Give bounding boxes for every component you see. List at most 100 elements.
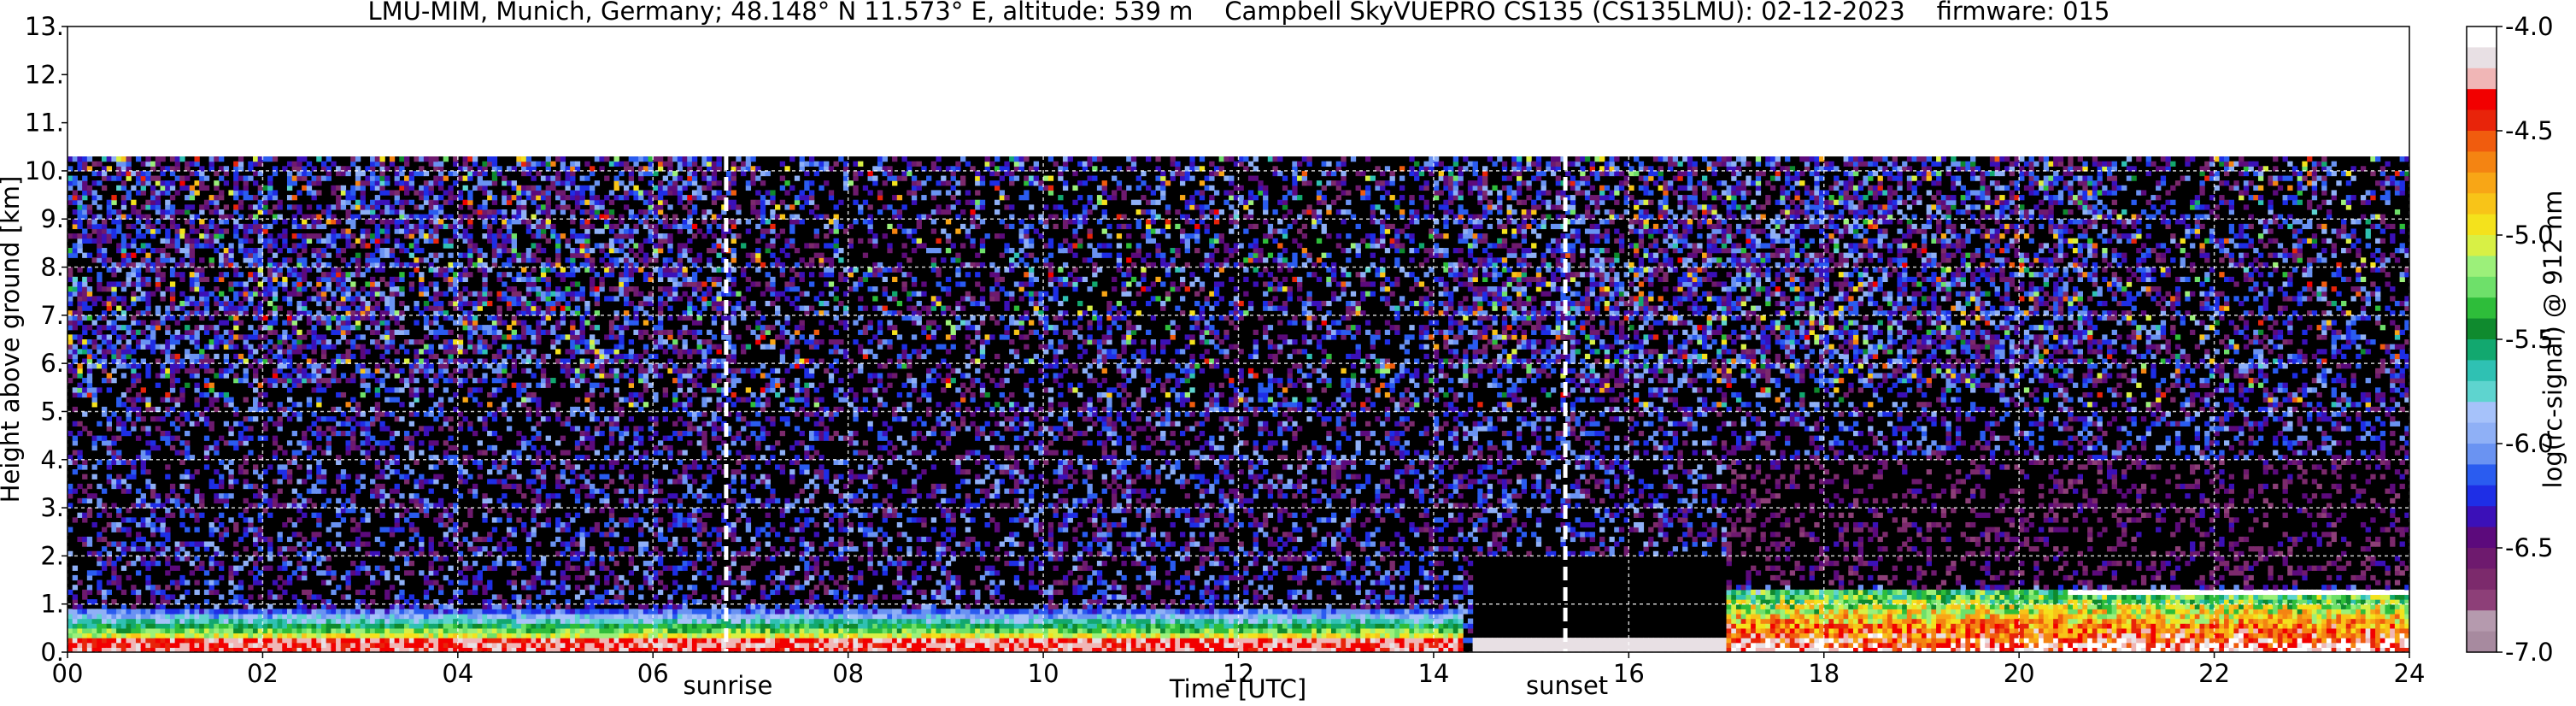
- heatmap-cell: [111, 609, 117, 615]
- heatmap-cell: [379, 262, 385, 268]
- heatmap-cell: [531, 281, 537, 287]
- heatmap-cell: [457, 642, 464, 648]
- heatmap-cell: [336, 305, 342, 311]
- heatmap-cell: [326, 300, 332, 307]
- heatmap-cell: [286, 623, 293, 629]
- heatmap-cell: [165, 397, 171, 403]
- heatmap-cell: [331, 276, 337, 283]
- heatmap-cell: [516, 199, 522, 205]
- heatmap-cell: [350, 497, 356, 504]
- heatmap-cell: [248, 175, 254, 181]
- heatmap-cell: [199, 310, 205, 316]
- heatmap-cell: [448, 262, 454, 268]
- heatmap-cell: [233, 166, 239, 172]
- heatmap-cell: [111, 291, 117, 297]
- heatmap-cell: [169, 647, 176, 652]
- heatmap-cell: [72, 219, 79, 225]
- heatmap-cell: [155, 175, 161, 181]
- heatmap-cell: [291, 532, 297, 538]
- heatmap-cell: [199, 363, 205, 369]
- heatmap-cell: [291, 175, 297, 181]
- heatmap-cell: [355, 305, 361, 311]
- heatmap-cell: [243, 339, 249, 345]
- heatmap-cell: [394, 469, 400, 475]
- heatmap-cell: [214, 497, 220, 504]
- heatmap-cell: [252, 541, 259, 547]
- heatmap-cell: [311, 373, 317, 379]
- heatmap-cell: [155, 262, 161, 268]
- heatmap-cell: [326, 632, 332, 638]
- heatmap-cell: [462, 397, 468, 403]
- heatmap-cell: [267, 638, 273, 644]
- heatmap-cell: [150, 199, 156, 205]
- heatmap-cell: [365, 455, 371, 461]
- heatmap-cell: [194, 228, 200, 234]
- heatmap-cell: [86, 574, 93, 581]
- heatmap-cell: [238, 156, 244, 162]
- heatmap-cell: [433, 609, 439, 615]
- heatmap-cell: [453, 233, 459, 239]
- heatmap-cell: [77, 286, 83, 292]
- heatmap-cell: [477, 638, 483, 644]
- heatmap-cell: [350, 561, 356, 567]
- heatmap-cell: [482, 286, 488, 292]
- heatmap-cell: [482, 276, 488, 283]
- heatmap-cell: [262, 291, 268, 297]
- heatmap-cell: [77, 185, 83, 191]
- heatmap-cell: [428, 228, 434, 234]
- heatmap-cell: [243, 618, 249, 624]
- heatmap-cell: [502, 262, 508, 268]
- heatmap-cell: [536, 469, 542, 475]
- heatmap-cell: [360, 315, 366, 321]
- heatmap-cell: [267, 243, 273, 249]
- heatmap-cell: [185, 638, 191, 644]
- heatmap-cell: [131, 300, 137, 307]
- heatmap-cell: [219, 627, 225, 634]
- heatmap-cell: [536, 233, 542, 239]
- heatmap-cell: [257, 627, 264, 634]
- heatmap-cell: [516, 204, 522, 210]
- heatmap-cell: [291, 281, 297, 287]
- heatmap-cell: [384, 474, 390, 479]
- heatmap-cell: [306, 647, 313, 652]
- heatmap-cell: [72, 209, 79, 215]
- heatmap-cell: [228, 368, 234, 374]
- heatmap-cell: [194, 512, 200, 518]
- heatmap-cell: [160, 589, 166, 596]
- heatmap-cell: [174, 503, 180, 509]
- heatmap-cell: [540, 638, 547, 644]
- heatmap-cell: [116, 185, 122, 191]
- heatmap-cell: [428, 262, 434, 268]
- heatmap-cell: [272, 296, 279, 302]
- heatmap-cell: [336, 170, 342, 177]
- heatmap-cell: [389, 503, 396, 509]
- heatmap-cell: [536, 358, 542, 364]
- heatmap-cell: [502, 603, 508, 609]
- heatmap-cell: [482, 204, 488, 210]
- heatmap-cell: [194, 358, 200, 364]
- heatmap-cell: [189, 190, 196, 196]
- heatmap-cell: [443, 363, 449, 369]
- heatmap-cell: [404, 175, 410, 181]
- heatmap-cell: [414, 262, 420, 268]
- heatmap-cell: [189, 647, 196, 652]
- heatmap-cell: [516, 382, 522, 388]
- heatmap-cell: [482, 209, 488, 215]
- heatmap-cell: [482, 214, 488, 220]
- heatmap-cell: [262, 156, 268, 162]
- heatmap-cell: [82, 378, 88, 384]
- heatmap-cell: [194, 353, 200, 360]
- heatmap-cell: [257, 503, 264, 509]
- heatmap-cell: [419, 503, 425, 509]
- heatmap-cell: [462, 647, 468, 652]
- heatmap-cell: [101, 325, 108, 331]
- heatmap-cell: [320, 291, 327, 297]
- heatmap-cell: [414, 349, 420, 355]
- heatmap-cell: [457, 527, 464, 532]
- heatmap-cell: [126, 642, 132, 648]
- heatmap-cell: [77, 320, 83, 326]
- heatmap-cell: [457, 464, 464, 470]
- heatmap-cell: [228, 281, 234, 287]
- heatmap-cell: [208, 382, 214, 388]
- heatmap-cell: [214, 527, 220, 532]
